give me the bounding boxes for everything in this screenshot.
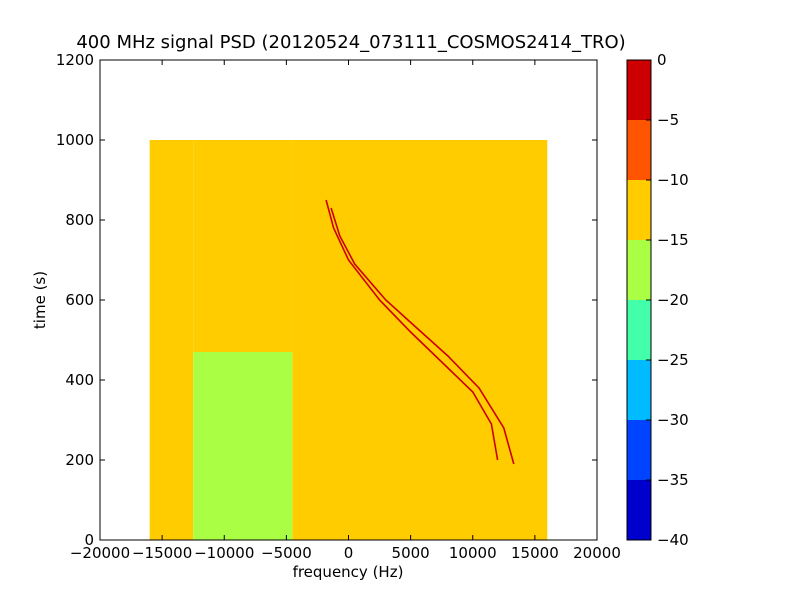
colorbar-tick-label: 0 [657, 51, 667, 69]
heatmap-region-1 [193, 352, 293, 540]
y-tick-label: 0 [84, 531, 94, 549]
y-tick-label: 1200 [56, 51, 94, 69]
colorbar-segment-7 [627, 60, 651, 120]
colorbar-tick-label: −5 [657, 111, 679, 129]
x-tick-label: 15000 [511, 544, 559, 562]
colorbar-tick-label: −30 [657, 411, 689, 429]
colorbar-segment-4 [627, 240, 651, 300]
colorbar-tick-label: −20 [657, 291, 689, 309]
x-axis-label: frequency (Hz) [293, 563, 404, 581]
y-tick-label: 200 [65, 451, 94, 469]
x-tick-label: −5000 [261, 544, 312, 562]
x-tick-label: −20000 [70, 544, 130, 562]
x-tick-label: 20000 [573, 544, 621, 562]
x-tick-label: −10000 [194, 544, 254, 562]
heatmap-region-2 [193, 140, 293, 352]
colorbar-segment-0 [627, 480, 651, 540]
heatmap-region-0 [149, 140, 194, 540]
y-axis-label: time (s) [31, 271, 49, 329]
signal-trace-0 [325, 199, 499, 461]
plot-area: −20000 −15000 −10000 −5000 0 5000 10000 15000 20… [56, 51, 621, 562]
chart-title: 400 MHz signal PSD (20120524_073111_COSM… [76, 32, 625, 53]
colorbar-segment-3 [627, 300, 651, 360]
y-tick-label: 400 [65, 371, 94, 389]
colorbar-segment-1 [627, 420, 651, 480]
colorbar-tick-label: −15 [657, 231, 689, 249]
y-tick-label: 600 [65, 291, 94, 309]
x-tick-label: −15000 [132, 544, 192, 562]
y-tick-label: 1000 [56, 131, 94, 149]
y-tick-label: 800 [65, 211, 94, 229]
colorbar-segment-6 [627, 120, 651, 180]
colorbar-tick-label: −40 [657, 531, 689, 549]
x-tick-label: 5000 [392, 544, 430, 562]
colorbar-segment-2 [627, 360, 651, 420]
x-tick-label: 0 [344, 544, 354, 562]
colorbar-tick-label: −25 [657, 351, 689, 369]
colorbar-segment-5 [627, 180, 651, 240]
x-tick-label: 10000 [449, 544, 497, 562]
colorbar-tick-label: −10 [657, 171, 689, 189]
signal-trace-1 [330, 207, 515, 465]
colorbar: 0 −5 −10 −15 −20 −25 −30 −35 −40 [626, 51, 689, 549]
colorbar-tick-label: −35 [657, 471, 689, 489]
